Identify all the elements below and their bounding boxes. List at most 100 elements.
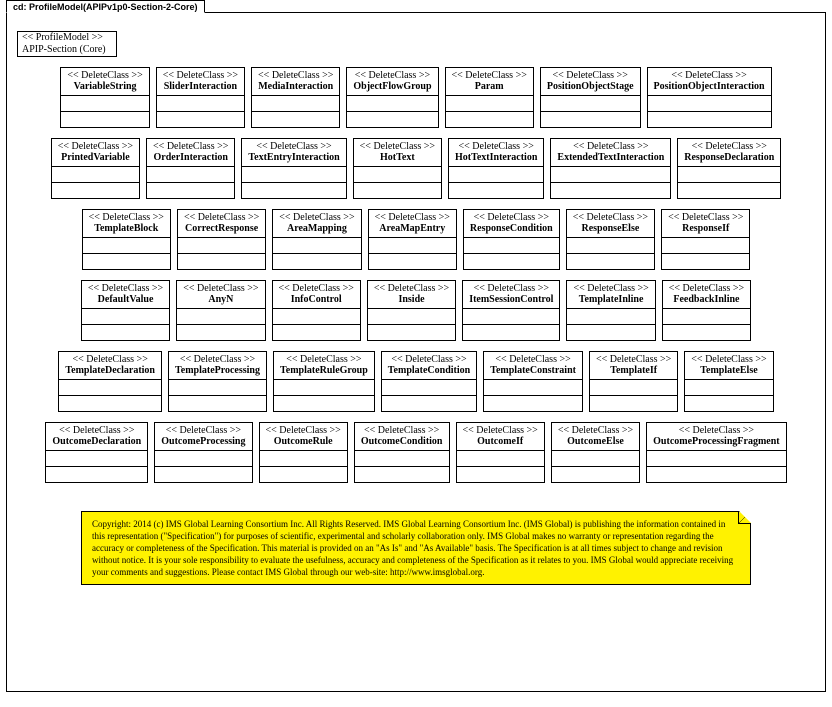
- class-attr-compartment: [260, 450, 347, 466]
- class-stereotype: << DeleteClass >>: [273, 281, 360, 294]
- class-stereotype: << DeleteClass >>: [59, 352, 161, 365]
- class-row: << DeleteClass >>OutcomeDeclaration<< De…: [45, 422, 786, 483]
- class-op-compartment: [347, 111, 437, 127]
- class-attr-compartment: [382, 379, 476, 395]
- class-op-compartment: [663, 324, 750, 340]
- class-op-compartment: [46, 466, 147, 482]
- class-box: << DeleteClass >>SliderInteraction: [156, 67, 245, 128]
- class-box: << DeleteClass >>TemplateRuleGroup: [273, 351, 375, 412]
- class-box: << DeleteClass >>ResponseElse: [566, 209, 655, 270]
- class-attr-compartment: [541, 95, 640, 111]
- class-box: << DeleteClass >>TemplateProcessing: [168, 351, 267, 412]
- class-attr-compartment: [463, 308, 559, 324]
- class-name: TemplateCondition: [382, 365, 476, 379]
- class-stereotype: << DeleteClass >>: [83, 210, 170, 223]
- class-stereotype: << DeleteClass >>: [46, 423, 147, 436]
- class-op-compartment: [648, 111, 771, 127]
- class-op-compartment: [355, 466, 449, 482]
- class-name: FeedbackInline: [663, 294, 750, 308]
- class-stereotype: << DeleteClass >>: [464, 210, 559, 223]
- class-name: TemplateInline: [567, 294, 654, 308]
- class-stereotype: << DeleteClass >>: [52, 139, 139, 152]
- class-stereotype: << DeleteClass >>: [446, 68, 533, 81]
- class-op-compartment: [368, 324, 455, 340]
- class-stereotype: << DeleteClass >>: [157, 68, 244, 81]
- class-name: ItemSessionControl: [463, 294, 559, 308]
- class-attr-compartment: [274, 379, 374, 395]
- class-stereotype: << DeleteClass >>: [647, 423, 785, 436]
- class-op-compartment: [463, 324, 559, 340]
- class-name: TemplateIf: [590, 365, 677, 379]
- class-op-compartment: [685, 395, 772, 411]
- class-box: << DeleteClass >>MediaInteraction: [251, 67, 340, 128]
- class-op-compartment: [52, 182, 139, 198]
- class-name: TemplateConstraint: [484, 365, 582, 379]
- class-name: ResponseIf: [662, 223, 749, 237]
- class-box: << DeleteClass >>TemplateIf: [589, 351, 678, 412]
- class-op-compartment: [457, 466, 544, 482]
- class-box: << DeleteClass >>OutcomeIf: [456, 422, 545, 483]
- class-stereotype: << DeleteClass >>: [567, 210, 654, 223]
- class-box: << DeleteClass >>HotText: [353, 138, 442, 199]
- class-attr-compartment: [354, 166, 441, 182]
- class-box: << DeleteClass >>FeedbackInline: [662, 280, 751, 341]
- class-row: << DeleteClass >>VariableString<< Delete…: [60, 67, 771, 128]
- class-stereotype: << DeleteClass >>: [169, 352, 266, 365]
- class-name: ResponseCondition: [464, 223, 559, 237]
- class-box: << DeleteClass >>ResponseIf: [661, 209, 750, 270]
- class-box: << DeleteClass >>Inside: [367, 280, 456, 341]
- class-stereotype: << DeleteClass >>: [273, 210, 360, 223]
- class-attr-compartment: [484, 379, 582, 395]
- class-op-compartment: [449, 182, 543, 198]
- class-op-compartment: [274, 395, 374, 411]
- class-op-compartment: [82, 324, 169, 340]
- class-op-compartment: [83, 253, 170, 269]
- class-attr-compartment: [552, 450, 639, 466]
- class-attr-compartment: [446, 95, 533, 111]
- class-op-compartment: [567, 324, 654, 340]
- class-stereotype: << DeleteClass >>: [382, 352, 476, 365]
- class-stereotype: << DeleteClass >>: [61, 68, 148, 81]
- class-name: HotText: [354, 152, 441, 166]
- class-attr-compartment: [685, 379, 772, 395]
- class-box: << DeleteClass >>TemplateBlock: [82, 209, 171, 270]
- class-attr-compartment: [61, 95, 148, 111]
- class-op-compartment: [590, 395, 677, 411]
- class-box: << DeleteClass >>TemplateCondition: [381, 351, 477, 412]
- diagram-tab: cd: ProfileModel(APIPv1p0-Section-2-Core…: [6, 0, 205, 13]
- class-op-compartment: [177, 324, 264, 340]
- class-name: OutcomeProcessing: [155, 436, 251, 450]
- class-attr-compartment: [663, 308, 750, 324]
- class-op-compartment: [446, 111, 533, 127]
- class-stereotype: << DeleteClass >>: [274, 352, 374, 365]
- class-attr-compartment: [252, 95, 339, 111]
- class-box: << DeleteClass >>CorrectResponse: [177, 209, 266, 270]
- profile-model-box: << ProfileModel >> APIP-Section (Core): [17, 31, 117, 57]
- class-stereotype: << DeleteClass >>: [355, 423, 449, 436]
- class-name: ExtendedTextInteraction: [551, 152, 670, 166]
- class-attr-compartment: [273, 308, 360, 324]
- class-box: << DeleteClass >>PrintedVariable: [51, 138, 140, 199]
- class-attr-compartment: [648, 95, 771, 111]
- class-attr-compartment: [169, 379, 266, 395]
- class-row: << DeleteClass >>PrintedVariable<< Delet…: [51, 138, 782, 199]
- profile-stereotype: << ProfileModel >>: [18, 32, 116, 44]
- profile-name: APIP-Section (Core): [18, 44, 116, 56]
- class-box: << DeleteClass >>AnyN: [176, 280, 265, 341]
- class-stereotype: << DeleteClass >>: [541, 68, 640, 81]
- class-box: << DeleteClass >>OutcomeCondition: [354, 422, 450, 483]
- class-box: << DeleteClass >>OrderInteraction: [146, 138, 235, 199]
- class-box: << DeleteClass >>AreaMapEntry: [368, 209, 457, 270]
- class-box: << DeleteClass >>ObjectFlowGroup: [346, 67, 438, 128]
- class-op-compartment: [273, 324, 360, 340]
- class-name: VariableString: [61, 81, 148, 95]
- class-attr-compartment: [678, 166, 780, 182]
- class-box: << DeleteClass >>ResponseCondition: [463, 209, 560, 270]
- class-op-compartment: [157, 111, 244, 127]
- class-op-compartment: [260, 466, 347, 482]
- class-attr-compartment: [662, 237, 749, 253]
- class-attr-compartment: [273, 237, 360, 253]
- class-box: << DeleteClass >>OutcomeRule: [259, 422, 348, 483]
- class-op-compartment: [551, 182, 670, 198]
- class-attr-compartment: [464, 237, 559, 253]
